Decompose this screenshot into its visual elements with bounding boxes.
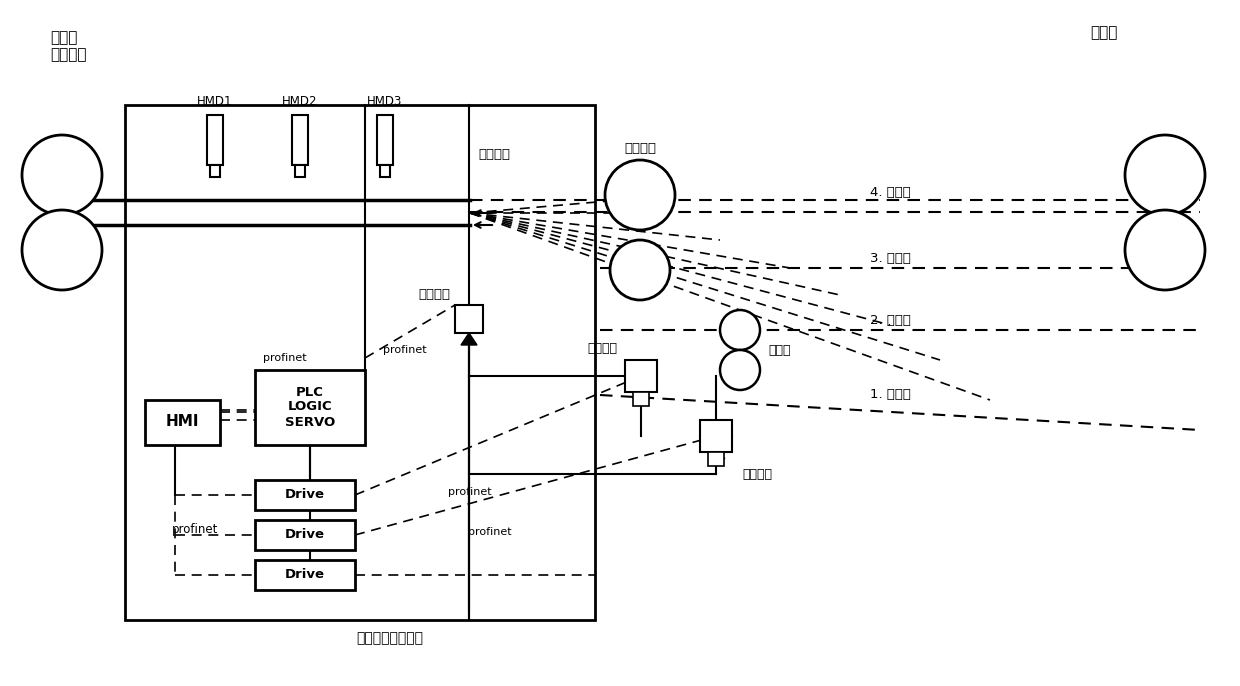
Circle shape [605, 160, 675, 230]
Text: HMD1: HMD1 [197, 95, 233, 108]
Text: profinet: profinet [263, 353, 306, 363]
Bar [125, 105, 595, 620]
Text: Drive: Drive [285, 528, 325, 541]
Text: profinet: profinet [383, 345, 427, 355]
Text: 1. 碎断位: 1. 碎断位 [870, 388, 911, 401]
Text: 3. 剪切位: 3. 剪切位 [870, 252, 911, 265]
Text: HMD2: HMD2 [283, 95, 317, 108]
Text: 精轧机: 精轧机 [1090, 25, 1117, 40]
Text: 2. 等待位: 2. 等待位 [870, 314, 911, 327]
Text: 预精轧
末架轧机: 预精轧 末架轧机 [50, 30, 87, 62]
Bar [701, 420, 732, 452]
Text: 前转础器: 前转础器 [477, 148, 510, 161]
Text: 伺服电机: 伺服电机 [418, 289, 450, 302]
Bar [625, 360, 657, 392]
Circle shape [720, 310, 760, 350]
Text: Drive: Drive [285, 488, 325, 501]
Bar [255, 560, 355, 590]
Text: profinet: profinet [448, 487, 492, 497]
Text: HMD3: HMD3 [367, 95, 403, 108]
Text: PLC
LOGIC
SERVO: PLC LOGIC SERVO [285, 386, 335, 429]
Bar [377, 115, 393, 165]
Bar [291, 115, 308, 165]
Bar [255, 520, 355, 550]
Bar [295, 165, 305, 177]
Circle shape [22, 135, 102, 215]
Bar [455, 305, 484, 333]
Text: 交流电机: 交流电机 [587, 342, 618, 355]
Bar [207, 115, 223, 165]
Text: 4. 通过位: 4. 通过位 [870, 185, 910, 198]
Text: 飞剪主轴: 飞剪主轴 [624, 141, 656, 154]
Circle shape [720, 350, 760, 390]
Text: 交流电机: 交流电机 [742, 469, 773, 482]
Bar [708, 452, 724, 466]
Circle shape [1125, 210, 1205, 290]
Text: 传动及自动化系统: 传动及自动化系统 [357, 631, 424, 645]
Bar [379, 165, 391, 177]
Circle shape [1125, 135, 1205, 215]
Bar [145, 400, 219, 445]
Text: Drive: Drive [285, 569, 325, 582]
Bar [210, 165, 219, 177]
Text: 碎断剪: 碎断剪 [768, 344, 791, 357]
Text: profinet: profinet [469, 527, 512, 537]
Bar [632, 392, 649, 406]
Circle shape [610, 240, 670, 300]
Text: HMI: HMI [165, 414, 198, 429]
Polygon shape [461, 333, 477, 345]
Text: profinet: profinet [172, 523, 218, 536]
Bar [255, 370, 365, 445]
Bar [255, 480, 355, 510]
Circle shape [22, 210, 102, 290]
